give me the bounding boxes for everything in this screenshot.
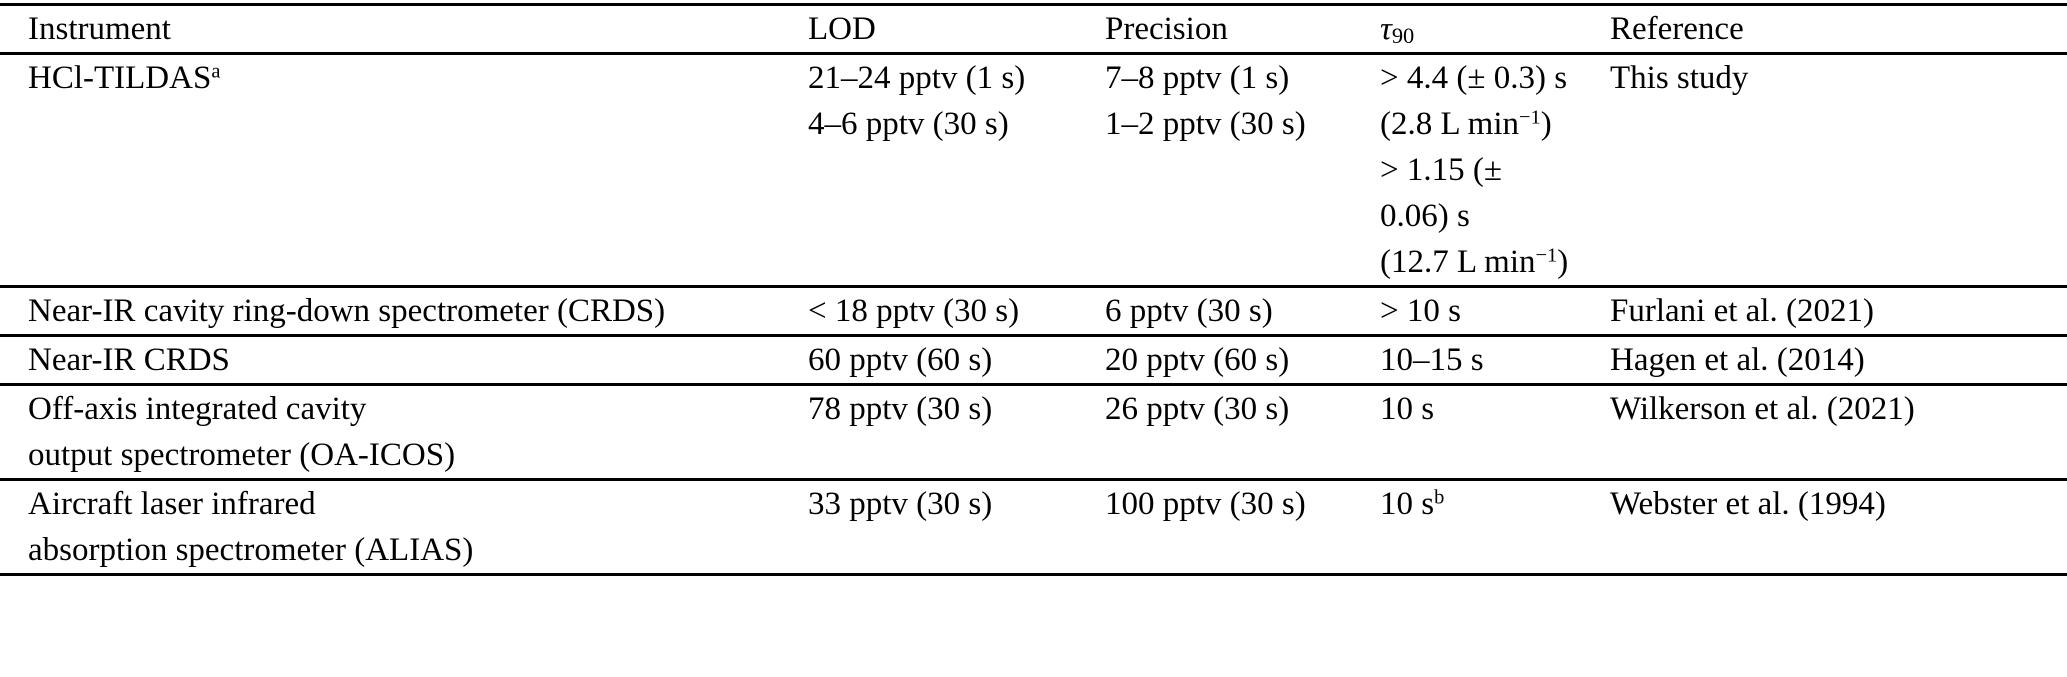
cell-lod: 33 pptv (30 s) (780, 479, 1077, 576)
cell-precision: 26 pptv (30 s) (1077, 384, 1352, 481)
cell-precision: 7–8 pptv (1 s) 1–2 pptv (30 s) (1077, 53, 1352, 288)
cell-tau90: > 10 s (1352, 286, 1582, 337)
cell-instrument: Off-axis integrated cavity output spectro… (0, 384, 780, 481)
cell-tau90: 10 s (1352, 384, 1582, 481)
cell-lod: 21–24 pptv (1 s) 4–6 pptv (30 s) (780, 53, 1077, 288)
cell-precision: 20 pptv (60 s) (1077, 335, 1352, 386)
cell-reference: Wilkerson et al. (2021) (1582, 384, 2067, 481)
cell-reference: This study (1582, 53, 2067, 288)
cell-instrument: Near-IR CRDS (0, 335, 780, 386)
cell-lod: 60 pptv (60 s) (780, 335, 1077, 386)
table-body: HCl-TILDASa 21–24 pptv (1 s) 4–6 pptv (30 … (0, 53, 2067, 576)
cell-precision: 6 pptv (30 s) (1077, 286, 1352, 337)
cell-instrument: HCl-TILDASa (0, 53, 780, 288)
column-header-tau90: τ90 (1352, 4, 1582, 55)
cell-reference: Hagen et al. (2014) (1582, 335, 2067, 386)
cell-tau90: 10 sb (1352, 479, 1582, 576)
cell-precision: 100 pptv (30 s) (1077, 479, 1352, 576)
table-row: HCl-TILDASa 21–24 pptv (1 s) 4–6 pptv (30 … (0, 53, 2067, 288)
column-header-reference: Reference (1582, 4, 2067, 55)
cell-instrument: Near-IR cavity ring-down spectrometer (C… (0, 286, 780, 337)
table-header: Instrument LOD Precision τ90 Reference (0, 4, 2067, 55)
cell-tau90: > 4.4 (± 0.3) s (2.8 L min−1) > 1.15 (± 0.… (1352, 53, 1582, 288)
cell-tau90: 10–15 s (1352, 335, 1582, 386)
cell-reference: Furlani et al. (2021) (1582, 286, 2067, 337)
table-row: Near-IR CRDS 60 pptv (60 s) 20 pptv (60 s)… (0, 335, 2067, 386)
cell-lod: < 18 pptv (30 s) (780, 286, 1077, 337)
table-row: Aircraft laser infrared absorption spectr… (0, 479, 2067, 576)
table-row: Off-axis integrated cavity output spectro… (0, 384, 2067, 481)
instruments-comparison-table: Instrument LOD Precision τ90 Reference HCl-T… (0, 3, 2067, 576)
cell-reference: Webster et al. (1994) (1582, 479, 2067, 576)
column-header-precision: Precision (1077, 4, 1352, 55)
column-header-lod: LOD (780, 4, 1077, 55)
cell-instrument: Aircraft laser infrared absorption spectr… (0, 479, 780, 576)
table-row: Near-IR cavity ring-down spectrometer (C… (0, 286, 2067, 337)
cell-lod: 78 pptv (30 s) (780, 384, 1077, 481)
column-header-instrument: Instrument (0, 4, 780, 55)
header-row: Instrument LOD Precision τ90 Reference (0, 4, 2067, 55)
